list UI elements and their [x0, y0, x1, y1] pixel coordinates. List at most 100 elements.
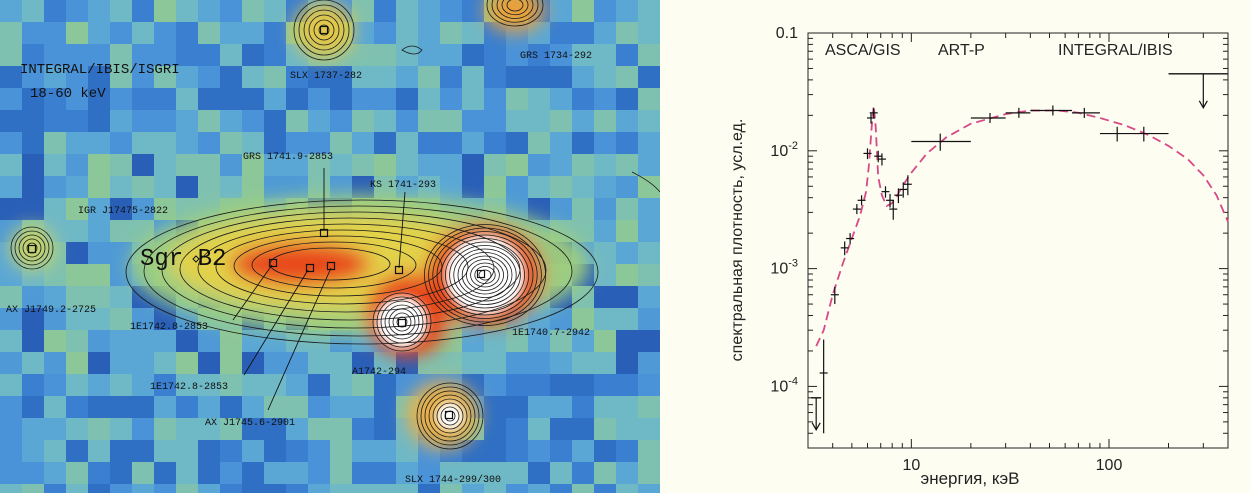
contour-ring [416, 382, 484, 450]
map-pixel [0, 154, 22, 176]
map-pixel [594, 44, 616, 66]
emission-warm [10, 226, 54, 270]
map-pixel [132, 198, 154, 220]
contour-ring [392, 312, 412, 332]
map-pixel [176, 110, 198, 132]
annotation-asca: ASCA/GIS [825, 42, 901, 59]
map-pixel [594, 396, 616, 418]
map-pixel [88, 286, 110, 308]
data-point [911, 133, 971, 151]
map-pixel [594, 440, 616, 462]
map-pixel [484, 110, 506, 132]
map-pixel [418, 110, 440, 132]
map-pixel [572, 66, 594, 88]
map-pixel [264, 176, 286, 198]
source-label: 1E1740.7-2942 [512, 328, 590, 339]
map-pixel [550, 352, 572, 374]
map-pixel [462, 440, 484, 462]
map-pixel [374, 22, 396, 44]
map-pixel [198, 462, 220, 484]
map-pixel [22, 110, 44, 132]
map-pixel [418, 88, 440, 110]
map-pixel [220, 66, 242, 88]
map-pixel [22, 154, 44, 176]
data-point [830, 286, 839, 305]
map-pixel [22, 88, 44, 110]
data-point [877, 153, 886, 166]
map-pixel [638, 154, 660, 176]
map-band-label: 18-60 keV [30, 86, 106, 102]
map-pixel [242, 0, 264, 22]
map-pixel [132, 374, 154, 396]
map-pixel [176, 198, 198, 220]
map-pixel [132, 330, 154, 352]
contour-ring [461, 255, 509, 295]
map-pixel [638, 132, 660, 154]
map-pixel [110, 44, 132, 66]
map-pixel [154, 22, 176, 44]
map-pixel [506, 110, 528, 132]
map-pixel [0, 44, 22, 66]
map-pixel [66, 132, 88, 154]
model-curve-line [815, 105, 1229, 347]
map-pixel [66, 286, 88, 308]
map-pixel [44, 462, 66, 484]
map-pixel [88, 154, 110, 176]
map-pixel [264, 440, 286, 462]
map-pixel [198, 88, 220, 110]
map-pixel [154, 66, 176, 88]
map-pixel [506, 88, 528, 110]
emission-warm [294, 2, 354, 58]
map-pixel [22, 22, 44, 44]
map-pixel [88, 242, 110, 264]
map-pixel [264, 66, 286, 88]
map-pixel [528, 44, 550, 66]
map-pixel [374, 440, 396, 462]
map-pixel [616, 242, 638, 264]
map-pixel [132, 22, 154, 44]
map-pixel [88, 440, 110, 462]
map-pixel [44, 132, 66, 154]
map-pixel [110, 22, 132, 44]
map-pixel [242, 330, 264, 352]
map-pixel [484, 154, 506, 176]
map-pixel [528, 176, 550, 198]
map-pixel [308, 176, 330, 198]
map-pixel [176, 22, 198, 44]
map-pixel [594, 154, 616, 176]
map-pixel [396, 0, 418, 22]
map-pixel [198, 154, 220, 176]
map-pixel [132, 440, 154, 462]
data-point [1099, 126, 1132, 142]
map-pixel [440, 88, 462, 110]
map-pixel [374, 484, 396, 498]
map-pixel [638, 176, 660, 198]
map-pixel [528, 22, 550, 44]
map-pixel [110, 110, 132, 132]
map-pixel [616, 352, 638, 374]
map-pixel [44, 264, 66, 286]
map-pixel [638, 330, 660, 352]
contour-ring [318, 24, 330, 36]
map-pixel [88, 308, 110, 330]
map-pixel [66, 264, 88, 286]
map-pixel [440, 462, 462, 484]
map-pixel [0, 418, 22, 440]
map-pixel [154, 418, 176, 440]
map-pixel [506, 352, 528, 374]
map-pixel [418, 176, 440, 198]
map-pixel [594, 220, 616, 242]
map-pixel [198, 44, 220, 66]
map-pixel [616, 66, 638, 88]
map-pixel [66, 0, 88, 22]
map-pixel [572, 418, 594, 440]
map-pixel [330, 440, 352, 462]
data-point [970, 112, 1006, 123]
map-pixel [0, 176, 22, 198]
contour-ring [197, 223, 495, 313]
map-pixel [638, 286, 660, 308]
map-pixel [198, 330, 220, 352]
map-pixel [550, 396, 572, 418]
map-pixel [220, 418, 242, 440]
source-marker [476, 269, 486, 279]
